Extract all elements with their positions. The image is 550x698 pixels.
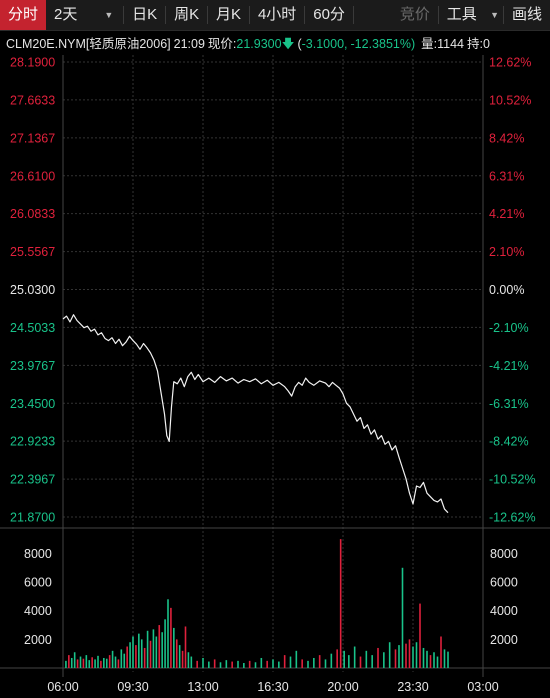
time-axis: 06:00 09:30 13:00 16:30 20:00 23:30 03:00 [47,680,498,694]
tab-4hour[interactable]: 4小时 [257,6,297,23]
pct-tick-label: 6.31% [489,169,524,183]
pct-tick-label: 12.62% [489,56,531,70]
price-tick-label: 26.6100 [10,169,55,183]
volume-tick-label-left: 2000 [24,633,52,647]
percent-axis-right: 12.62% 10.52% 8.42% 6.31% 4.21% 2.10% 0.00% -2.… [489,56,536,525]
tab-monthly-k[interactable]: 月K [216,6,242,23]
volume-tick-label-right: 4000 [490,604,518,618]
time-tick-label: 16:30 [257,680,288,694]
price-tick-label: 21.8700 [10,511,55,525]
pct-tick-label: -2.10% [489,321,529,335]
price-line [62,314,449,514]
arrow-down-icon: 🡇 [281,37,295,51]
chart-toolbar: 分时 2天 ▼ 日K 周K 月K 4小时 60分 竞价 工具 ▼ 画线 [0,0,550,31]
price-tick-label: 26.0833 [10,207,55,221]
volume-axis: 8000 8000 6000 6000 4000 4000 2000 2000 [24,547,518,647]
current-price: 21.9300 [236,37,282,51]
time-tick-label: 03:00 [467,680,498,694]
toolbar-divider [249,6,250,24]
time-tick-label: 06:00 [47,680,78,694]
chevron-down-icon: ▼ [104,10,114,20]
volume-value: 量:1144 [421,37,464,51]
change-open-paren: ( [297,37,302,51]
tools-menu[interactable]: 工具 ▼ [439,0,503,30]
toolbar-divider [207,6,209,24]
pct-tick-label: 10.52% [489,93,531,107]
toolbar-divider [123,6,125,24]
pct-tick-label: 0.00% [489,283,524,297]
price-tick-label: 25.0300 [10,283,55,297]
time-tick-label: 13:00 [187,680,218,694]
volume-bars [65,539,449,668]
volume-tick-label-left: 8000 [24,547,52,561]
price-tick-label: 23.4500 [10,397,55,411]
quote-time: 21:09 [173,37,205,51]
price-tick-label: 23.9767 [10,359,55,373]
time-tick-label: 23:30 [397,680,428,694]
pct-tick-label: 2.10% [489,245,524,259]
pct-tick-label: -6.31% [489,397,529,411]
price-tick-label: 27.1367 [10,131,55,145]
tab-weekly-k[interactable]: 周K [174,6,200,23]
price-tick-label: 22.3967 [10,473,55,487]
draw-line-button[interactable]: 画线 [511,6,542,23]
toolbar-divider [165,6,167,24]
price-change: -3.1000, [301,37,348,51]
volume-tick-label-right: 2000 [490,633,518,647]
price-change-pct: -12.3851%) [350,37,416,51]
price-label: 现价: [207,37,237,51]
price-tick-label: 24.5033 [10,321,55,335]
toolbar-divider [437,6,439,24]
volume-tick-label-right: 6000 [490,576,518,590]
toolbar-divider [503,6,504,24]
tab-2day-label: 2天 [54,6,78,23]
pct-tick-label: -8.42% [489,435,529,449]
price-tick-label: 25.5567 [10,245,55,259]
volume-tick-label-right: 8000 [490,547,518,561]
tab-60min[interactable]: 60分 [313,6,345,23]
tools-label: 工具 [446,6,477,23]
toolbar-divider [304,6,306,24]
toolbar-divider [352,6,354,24]
chart-grid [0,55,550,677]
price-tick-label: 28.1900 [10,56,55,70]
pct-tick-label: -10.52% [489,473,536,487]
open-interest-value: 持:0 [466,37,490,51]
tab-intraday[interactable]: 分时 [0,0,47,30]
time-tick-label: 20:00 [327,680,358,694]
price-tick-label: 22.9233 [10,435,55,449]
chevron-down-icon: ▼ [490,10,500,20]
price-axis-left: 28.1900 27.6633 27.1367 26.6100 26.0833 25.55… [10,56,55,525]
quote-info-line: CLM20E.NYM[轻质原油2006] 21:09 现价:21.9300🡇 (-3.… [6,33,550,51]
pct-tick-label: -12.62% [489,511,536,525]
pct-tick-label: 4.21% [489,207,524,221]
price-line-group [62,314,449,514]
volume-tick-label-left: 4000 [24,604,52,618]
pct-tick-label: -4.21% [489,359,529,373]
tab-daily-k[interactable]: 日K [132,6,158,23]
price-tick-label: 27.6633 [10,93,55,107]
time-tick-label: 09:30 [117,680,148,694]
symbol-name: CLM20E.NYM[轻质原油2006] [6,37,171,51]
tab-2day[interactable]: 2天 ▼ [46,0,123,30]
volume-tick-label-left: 6000 [24,576,52,590]
auction-button[interactable]: 竞价 [399,6,430,23]
pct-tick-label: 8.42% [489,131,524,145]
